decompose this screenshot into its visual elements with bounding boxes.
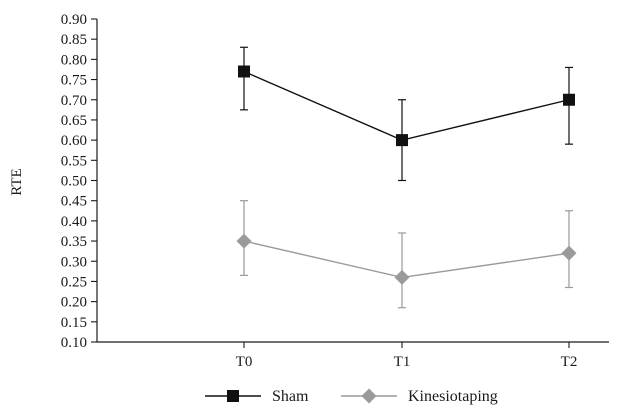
x-tick-label: T1 [394,354,411,370]
legend-marker-sham [227,390,239,402]
x-tick-label: T0 [236,354,253,370]
x-axis-ticks: T0 T1 T2 [236,342,578,370]
y-tick-label: 0.25 [61,274,87,290]
legend-label-kinesiotaping: Kinesiotaping [408,388,498,405]
y-tick-label: 0.65 [61,113,87,129]
y-tick-label: 0.20 [61,295,87,311]
y-axis-title: RTE [9,168,25,195]
series-line-kinesiotaping [243,240,570,279]
data-point-sham [238,65,250,78]
legend-label-sham: Sham [272,388,309,405]
series-sham [238,46,575,182]
legend-item-sham: Sham [205,388,309,405]
y-axis-ticks: 0.10 0.15 0.20 0.25 0.30 0.35 0.40 0.45 0.50 0.55… [61,12,97,351]
y-tick-label: 0.40 [61,214,87,230]
legend: Sham Kinesiotaping [205,388,498,405]
axes [96,19,609,343]
legend-marker-kinesiotaping [361,388,377,404]
series-line-sham [243,70,570,141]
legend-item-kinesiotaping: Kinesiotaping [341,388,498,405]
y-tick-label: 0.30 [61,254,87,270]
data-point-kinesiotaping [561,245,577,261]
y-tick-label: 0.50 [61,174,87,190]
y-tick-label: 0.80 [61,52,87,68]
y-tick-label: 0.60 [61,133,87,149]
y-tick-label: 0.15 [61,315,87,331]
series-kinesiotaping [236,200,577,309]
x-tick-label: T2 [561,354,578,370]
y-tick-label: 0.85 [61,32,87,48]
y-tick-label: 0.90 [61,12,87,28]
y-tick-label: 0.70 [61,93,87,109]
data-point-kinesiotaping [394,269,410,285]
data-point-sham [396,134,408,147]
error-bar-sham [240,46,248,111]
series-layer [236,46,577,309]
error-bar-sham [565,66,573,145]
data-point-kinesiotaping [236,233,252,249]
y-tick-label: 0.75 [61,73,87,89]
y-tick-label: 0.55 [61,153,87,169]
y-tick-label: 0.10 [61,335,87,351]
data-point-sham [563,93,575,106]
y-tick-label: 0.45 [61,194,87,210]
y-tick-label: 0.35 [61,234,87,250]
